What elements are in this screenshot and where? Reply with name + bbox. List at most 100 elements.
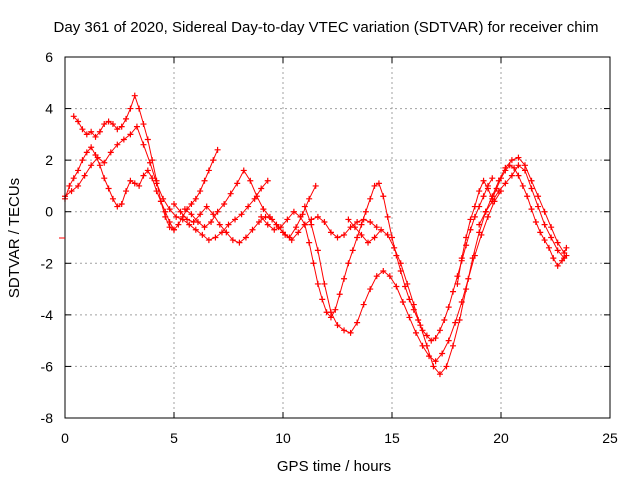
data-point <box>225 221 232 228</box>
data-point <box>384 231 391 238</box>
data-point <box>236 239 243 246</box>
data-point <box>284 216 291 223</box>
data-point <box>127 105 134 112</box>
data-point <box>242 234 249 241</box>
data-point <box>469 255 476 262</box>
data-point <box>203 203 210 210</box>
data-point <box>397 260 404 267</box>
grid <box>65 57 610 418</box>
data-point <box>140 121 147 128</box>
data-point <box>321 280 328 287</box>
data-point <box>101 175 108 182</box>
data-point <box>452 319 459 326</box>
data-point <box>319 296 326 303</box>
data-point <box>467 216 474 223</box>
data-point <box>511 164 518 171</box>
data-point <box>541 221 548 228</box>
data-point <box>212 234 219 241</box>
data-point <box>532 219 539 226</box>
data-point <box>306 195 313 202</box>
y-tick-label: 0 <box>45 204 53 220</box>
data-point <box>301 203 308 210</box>
data-point <box>373 224 380 231</box>
data-point <box>221 200 228 207</box>
data-point <box>199 231 206 238</box>
data-point <box>197 188 204 195</box>
data-point <box>341 231 348 238</box>
data-point <box>367 286 374 293</box>
data-point <box>375 180 382 187</box>
data-point <box>256 219 263 226</box>
data-point <box>109 195 116 202</box>
data-point <box>428 337 435 344</box>
data-point <box>70 113 77 120</box>
data-point <box>314 280 321 287</box>
data-point <box>240 167 247 174</box>
data-point <box>245 203 252 210</box>
data-point <box>314 213 321 220</box>
data-point <box>367 195 374 202</box>
data-point <box>188 211 195 218</box>
data-point <box>181 206 188 213</box>
data-point <box>260 206 267 213</box>
y-tick-label: -4 <box>41 307 54 323</box>
data-point <box>521 167 528 174</box>
data-point <box>136 105 143 112</box>
series-trace <box>456 164 567 284</box>
series-trace-10 <box>476 162 568 262</box>
data-point <box>471 203 478 210</box>
data-point <box>502 167 509 174</box>
data-point <box>548 224 555 231</box>
data-point <box>378 226 385 233</box>
data-point <box>184 216 191 223</box>
data-point <box>114 141 121 148</box>
data-point <box>83 149 90 156</box>
data-point <box>127 131 134 138</box>
data-point <box>528 185 535 192</box>
y-tick-label: -8 <box>41 410 54 426</box>
data-point <box>286 234 293 241</box>
data-point <box>264 177 271 184</box>
data-point <box>349 247 356 254</box>
data-point <box>210 211 217 218</box>
data-point <box>476 229 483 236</box>
data-point <box>118 200 125 207</box>
data-point <box>384 213 391 220</box>
data-point <box>391 244 398 251</box>
data-point <box>160 195 167 202</box>
series-trace <box>478 164 565 259</box>
data-point <box>524 193 531 200</box>
series-trace-7 <box>301 188 504 365</box>
data-point <box>88 144 95 151</box>
data-point <box>351 224 358 231</box>
data-point <box>149 175 156 182</box>
data-point <box>114 203 121 210</box>
data-point <box>166 224 173 231</box>
data-point <box>162 213 169 220</box>
data-point <box>234 180 241 187</box>
data-point <box>545 244 552 251</box>
data-point <box>107 149 114 156</box>
data-point <box>476 221 483 228</box>
data-point <box>131 180 138 187</box>
data-point <box>214 208 221 215</box>
data-point <box>458 255 465 262</box>
data-point <box>389 234 395 241</box>
data-point <box>484 213 491 220</box>
data-point <box>223 229 230 236</box>
data-point <box>258 213 265 220</box>
data-point <box>118 123 125 130</box>
data-point <box>371 234 378 241</box>
data-point <box>371 182 378 189</box>
data-point <box>105 118 112 125</box>
data-point <box>75 182 82 189</box>
y-axis-label: SDTVAR / TECUs <box>6 178 23 298</box>
data-point <box>290 208 297 215</box>
y-tick-label: 6 <box>45 49 53 65</box>
data-point <box>216 221 223 228</box>
data-point <box>508 157 515 164</box>
y-tick-label: -6 <box>41 358 54 374</box>
data-point <box>495 188 502 195</box>
data-point <box>541 208 548 215</box>
series-trace-1 <box>62 144 221 233</box>
